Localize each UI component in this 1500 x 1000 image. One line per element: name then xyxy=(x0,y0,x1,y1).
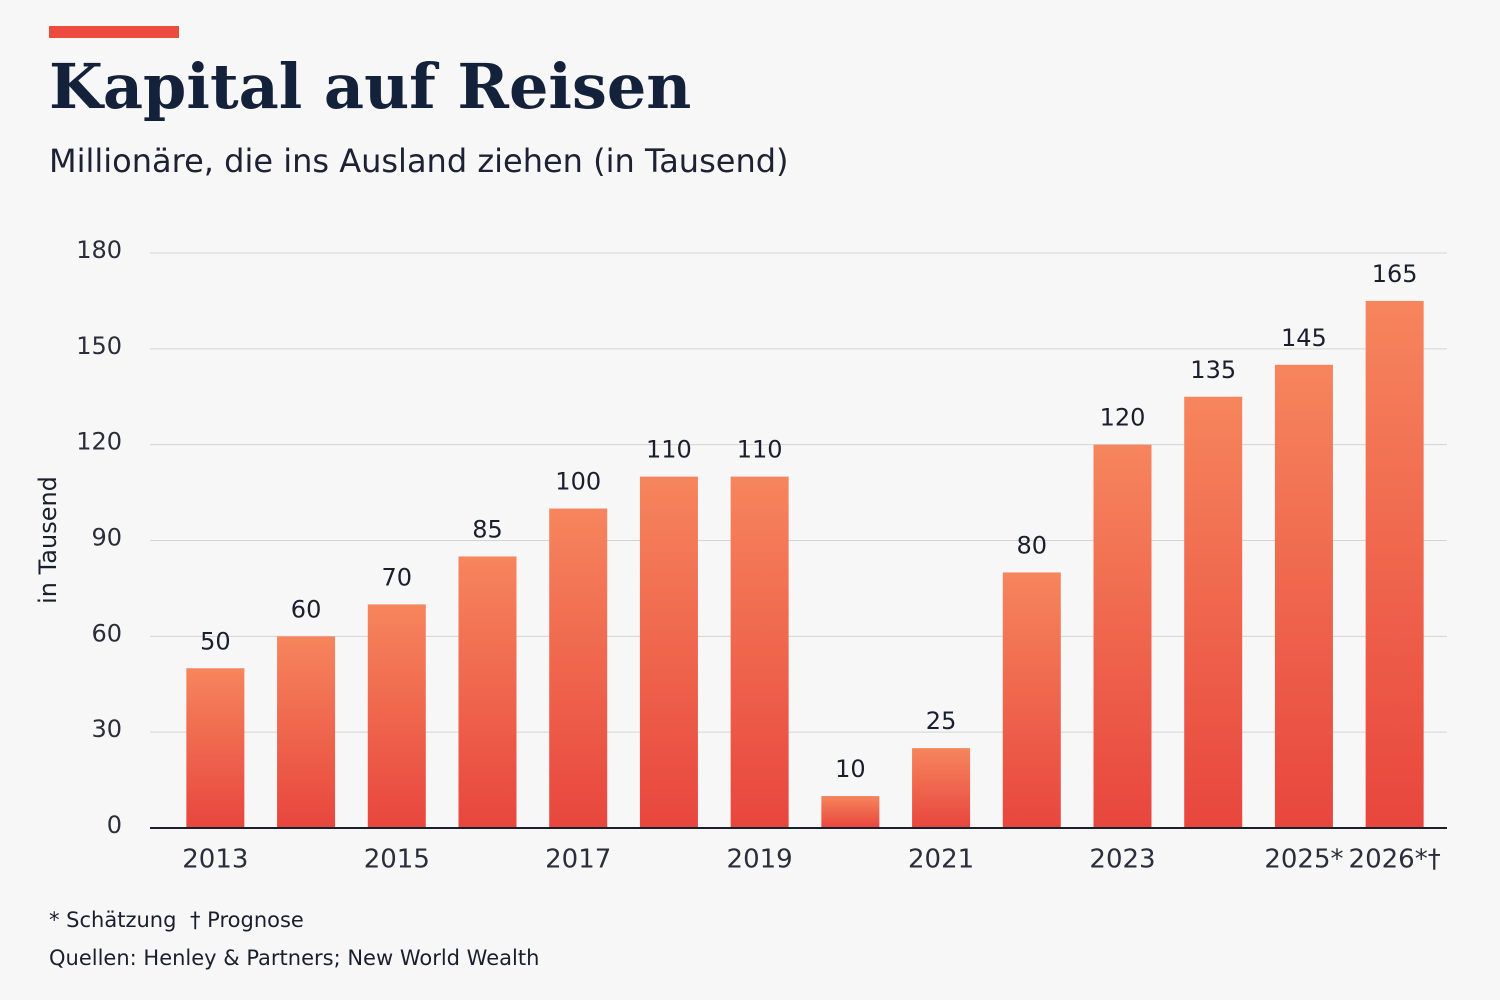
value-label: 100 xyxy=(555,468,601,496)
x-tick-label: 2015 xyxy=(364,845,430,875)
y-tick-label: 60 xyxy=(91,619,122,647)
x-tick-label: 2021 xyxy=(908,845,974,875)
value-label: 110 xyxy=(646,436,692,464)
value-label: 85 xyxy=(472,515,503,543)
value-label: 60 xyxy=(291,595,322,623)
bar xyxy=(730,476,789,828)
value-label: 165 xyxy=(1372,260,1418,288)
bar xyxy=(277,636,336,828)
value-label: 70 xyxy=(382,563,413,591)
source: Quellen: Henley & Partners; New World We… xyxy=(49,946,539,970)
bar xyxy=(458,556,517,828)
value-label: 50 xyxy=(200,627,231,655)
bar xyxy=(186,668,245,828)
value-label: 110 xyxy=(737,436,783,464)
value-label: 120 xyxy=(1100,404,1146,432)
bar xyxy=(1093,444,1152,828)
value-label: 145 xyxy=(1281,324,1327,352)
x-tick-label: 2026*† xyxy=(1349,845,1441,875)
value-label: 135 xyxy=(1190,356,1236,384)
y-tick-label: 150 xyxy=(76,332,122,360)
bar xyxy=(367,604,426,828)
bar xyxy=(1002,572,1061,828)
chart-subtitle: Millionäre, die ins Ausland ziehen (in T… xyxy=(49,142,789,180)
footnote: † Prognose xyxy=(190,908,304,932)
y-tick-label: 0 xyxy=(107,811,122,839)
chart-title: Kapital auf Reisen xyxy=(49,50,691,123)
bar xyxy=(912,748,971,828)
y-tick-label: 30 xyxy=(91,715,122,743)
x-tick-label: 2023 xyxy=(1089,845,1155,875)
x-tick-label: 2017 xyxy=(545,845,611,875)
value-label: 10 xyxy=(835,755,866,783)
bar xyxy=(821,796,880,828)
bar xyxy=(639,476,698,828)
bar xyxy=(1274,364,1333,828)
y-tick-label: 180 xyxy=(76,236,122,264)
y-axis-label: in Tausend xyxy=(34,476,62,604)
accent-bar xyxy=(49,26,179,38)
footnote: * Schätzung xyxy=(49,908,176,932)
y-tick-label: 90 xyxy=(91,524,122,552)
x-tick-label: 2013 xyxy=(182,845,248,875)
y-tick-label: 120 xyxy=(76,428,122,456)
bar xyxy=(1365,300,1424,829)
bar xyxy=(549,508,608,828)
x-tick-label: 2019 xyxy=(727,845,793,875)
value-label: 25 xyxy=(926,707,957,735)
bar xyxy=(1184,396,1243,828)
x-tick-label: 2025* xyxy=(1264,845,1343,875)
value-label: 80 xyxy=(1017,531,1048,559)
